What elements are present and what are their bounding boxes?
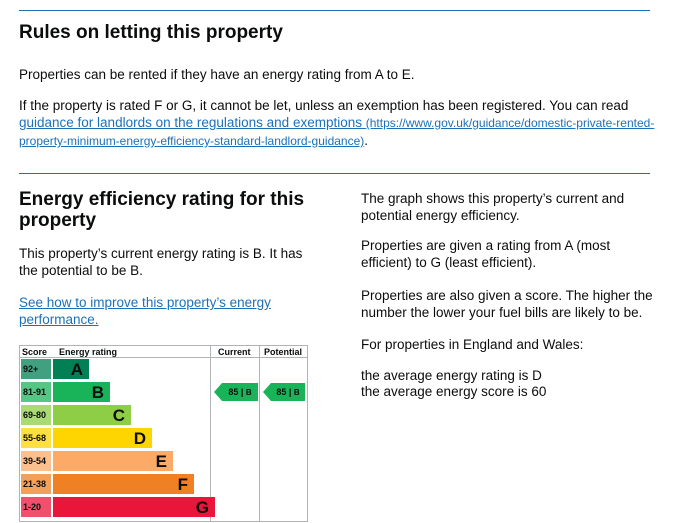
epc-band-bar: D [53, 428, 152, 448]
current-rating-text: This property’s current energy rating is… [19, 246, 303, 278]
epc-band-letter: G [195, 498, 209, 517]
epc-band-d: 55-68 D [21, 428, 206, 448]
epc-rating-chart: Score Energy rating Current Potential 92… [19, 345, 309, 523]
epc-rating-header: Energy rating [59, 347, 118, 357]
epc-current-divider [210, 345, 211, 522]
epc-band-letter: C [112, 406, 125, 425]
epc-band-range: 39-54 [23, 456, 47, 466]
epc-band-e: 39-54 E [21, 451, 206, 471]
epc-band-letter: A [70, 360, 83, 379]
average-score-text: the average energy score is 60 [361, 384, 547, 399]
landlord-guidance-link[interactable]: guidance for landlords on the regulation… [19, 115, 655, 148]
epc-band-letter: E [155, 452, 167, 471]
improve-performance-link[interactable]: See how to improve this property’s energ… [19, 295, 271, 327]
letting-rules-heading: Rules on letting this property [19, 22, 283, 43]
epc-band-score-bg [21, 451, 51, 471]
epc-band-score-bg [21, 382, 51, 402]
top-divider [19, 10, 650, 11]
current-rating-arrow: 85 | B [214, 383, 258, 401]
epc-band-f: 21-38 F [21, 474, 206, 494]
potential-rating-arrow: 85 | B [263, 383, 305, 401]
epc-header-line [19, 357, 308, 358]
side-paragraph-1: The graph shows this property’s current … [361, 191, 625, 223]
energy-efficiency-heading: Energy efficiency rating for this proper… [19, 189, 305, 231]
side-paragraph-4: For properties in England and Wales: [361, 337, 584, 352]
epc-band-score-bg [21, 428, 51, 448]
epc-potential-header: Potential [264, 347, 303, 357]
epc-band-bar: G [53, 497, 215, 517]
epc-band-range: 55-68 [23, 433, 47, 443]
epc-band-score-bg [21, 474, 51, 494]
epc-band-letter: F [177, 475, 188, 494]
side-paragraph-2: Properties are given a rating from A (mo… [361, 238, 611, 270]
epc-band-g: 1-20 G [21, 497, 215, 517]
epc-band-score-bg [21, 359, 51, 379]
average-rating-text: the average energy rating is D [361, 368, 542, 383]
letting-paragraph-1: Properties can be rented if they have an… [19, 67, 415, 82]
epc-band-bar: F [53, 474, 194, 494]
epc-band-letter: B [91, 383, 104, 402]
epc-frame [19, 345, 308, 522]
epc-band-bar: E [53, 451, 173, 471]
epc-band-bar: C [53, 405, 131, 425]
epc-band-letter: D [133, 429, 146, 448]
epc-score-header: Score [22, 347, 48, 357]
epc-band-score-bg [21, 497, 51, 517]
improve-link-paragraph: See how to improve this property’s energ… [19, 294, 309, 328]
side-paragraph-3: Properties are also given a score. The h… [361, 288, 653, 320]
epc-band-b: 81-91 B [21, 382, 206, 402]
section-divider [19, 173, 650, 174]
epc-band-a: 92+ A [21, 359, 206, 379]
epc-band-bar: A [53, 359, 89, 379]
epc-band-bar: B [53, 382, 110, 402]
epc-band-range: 21-38 [23, 479, 47, 489]
epc-band-range: 92+ [23, 364, 39, 374]
epc-current-header: Current [218, 347, 251, 357]
epc-band-range: 81-91 [23, 387, 47, 397]
epc-band-c: 69-80 C [21, 405, 206, 425]
letting-paragraph-2: If the property is rated F or G, it cann… [19, 98, 655, 148]
epc-band-range: 1-20 [23, 502, 42, 512]
epc-band-range: 69-80 [23, 410, 47, 420]
epc-band-score-bg [21, 405, 51, 425]
epc-potential-divider [259, 345, 260, 522]
